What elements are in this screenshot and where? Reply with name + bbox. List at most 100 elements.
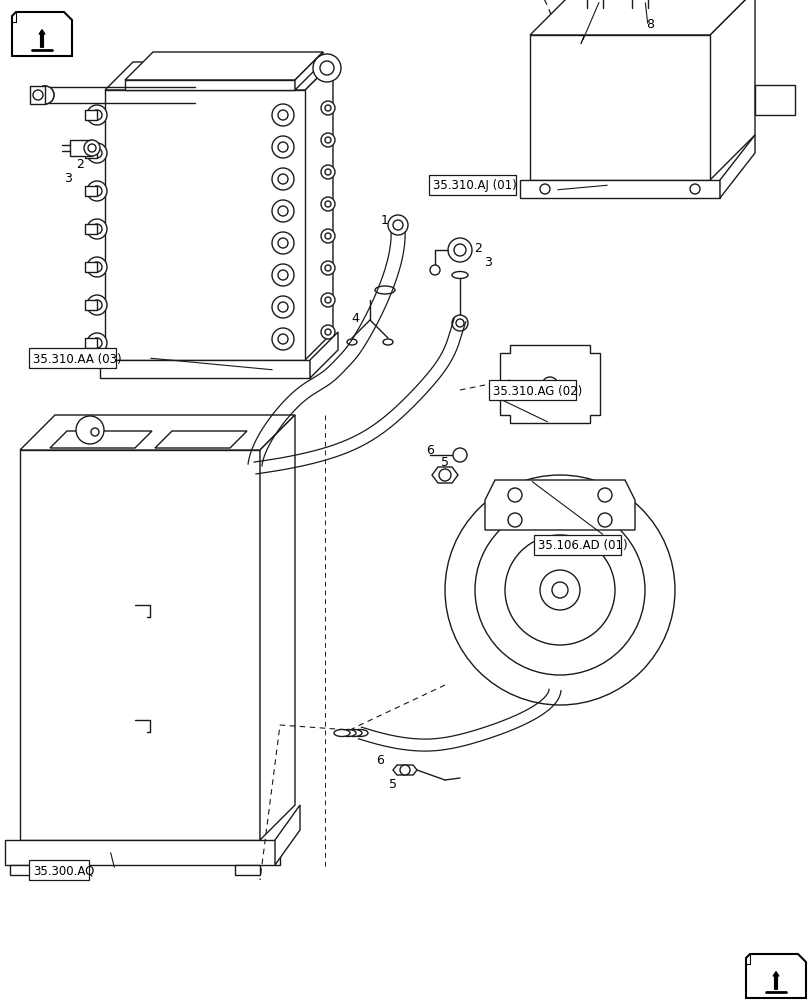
Ellipse shape: [215, 165, 245, 183]
Circle shape: [278, 142, 288, 152]
Circle shape: [321, 229, 335, 243]
Polygon shape: [10, 865, 35, 875]
Ellipse shape: [632, 3, 648, 13]
Ellipse shape: [347, 339, 357, 345]
Circle shape: [272, 232, 294, 254]
Text: 3: 3: [64, 172, 72, 184]
Circle shape: [76, 416, 104, 444]
Polygon shape: [125, 52, 323, 80]
Ellipse shape: [186, 86, 204, 104]
Circle shape: [393, 220, 403, 230]
Circle shape: [321, 197, 335, 211]
Circle shape: [453, 448, 467, 462]
Circle shape: [87, 257, 107, 277]
Ellipse shape: [548, 93, 576, 109]
Polygon shape: [85, 224, 97, 234]
Circle shape: [92, 110, 102, 120]
Circle shape: [321, 165, 335, 179]
Circle shape: [92, 224, 102, 234]
Polygon shape: [100, 360, 310, 378]
Polygon shape: [235, 865, 260, 875]
Ellipse shape: [248, 466, 266, 474]
Polygon shape: [30, 86, 45, 104]
Circle shape: [400, 765, 410, 775]
Circle shape: [278, 238, 288, 248]
Circle shape: [456, 319, 464, 327]
Ellipse shape: [135, 253, 165, 271]
Circle shape: [278, 270, 288, 280]
Polygon shape: [125, 80, 295, 90]
FancyBboxPatch shape: [489, 380, 576, 400]
Circle shape: [272, 136, 294, 158]
Ellipse shape: [352, 730, 368, 736]
Polygon shape: [530, 35, 710, 180]
Circle shape: [92, 186, 102, 196]
Ellipse shape: [648, 55, 676, 71]
Text: 35.106.AD (01): 35.106.AD (01): [538, 540, 628, 552]
Polygon shape: [12, 12, 72, 56]
Circle shape: [508, 488, 522, 502]
Ellipse shape: [598, 131, 626, 147]
Ellipse shape: [188, 88, 202, 102]
Circle shape: [598, 513, 612, 527]
Circle shape: [272, 264, 294, 286]
Circle shape: [445, 475, 675, 705]
Polygon shape: [746, 954, 806, 998]
Circle shape: [454, 244, 466, 256]
Ellipse shape: [598, 55, 626, 71]
Circle shape: [87, 333, 107, 353]
Circle shape: [430, 265, 440, 275]
Ellipse shape: [334, 730, 350, 736]
Ellipse shape: [135, 165, 165, 183]
Circle shape: [91, 428, 99, 436]
Circle shape: [325, 233, 331, 239]
Circle shape: [278, 174, 288, 184]
Text: 35.310.AG (02): 35.310.AG (02): [493, 384, 583, 397]
Circle shape: [321, 293, 335, 307]
Circle shape: [278, 206, 288, 216]
Ellipse shape: [383, 339, 393, 345]
Ellipse shape: [246, 461, 264, 469]
Text: 2: 2: [76, 158, 84, 172]
Polygon shape: [105, 90, 305, 360]
Polygon shape: [85, 262, 97, 272]
Polygon shape: [432, 467, 458, 483]
Circle shape: [325, 201, 331, 207]
Circle shape: [325, 105, 331, 111]
Circle shape: [388, 215, 408, 235]
Circle shape: [92, 148, 102, 158]
Polygon shape: [295, 52, 323, 90]
Ellipse shape: [36, 86, 54, 104]
Circle shape: [439, 469, 451, 481]
Circle shape: [272, 104, 294, 126]
Text: 1: 1: [381, 214, 389, 227]
Circle shape: [540, 184, 550, 194]
Text: 35.310.AJ (01): 35.310.AJ (01): [433, 180, 517, 192]
Polygon shape: [20, 450, 260, 840]
Circle shape: [321, 101, 335, 115]
Polygon shape: [20, 415, 295, 450]
Circle shape: [92, 262, 102, 272]
Circle shape: [448, 238, 472, 262]
Ellipse shape: [548, 55, 576, 71]
Polygon shape: [710, 0, 755, 180]
Circle shape: [321, 325, 335, 339]
FancyBboxPatch shape: [429, 175, 516, 195]
FancyBboxPatch shape: [29, 860, 89, 880]
Circle shape: [320, 61, 334, 75]
Ellipse shape: [346, 730, 362, 736]
Polygon shape: [50, 431, 152, 448]
Circle shape: [278, 334, 288, 344]
Circle shape: [272, 168, 294, 190]
Text: 3: 3: [484, 255, 492, 268]
Circle shape: [542, 377, 558, 393]
Circle shape: [272, 200, 294, 222]
Circle shape: [278, 302, 288, 312]
Circle shape: [87, 143, 107, 163]
Circle shape: [452, 315, 468, 331]
Text: 5: 5: [441, 456, 449, 468]
Circle shape: [475, 505, 645, 675]
Polygon shape: [520, 180, 720, 198]
Polygon shape: [85, 338, 97, 348]
Circle shape: [272, 328, 294, 350]
